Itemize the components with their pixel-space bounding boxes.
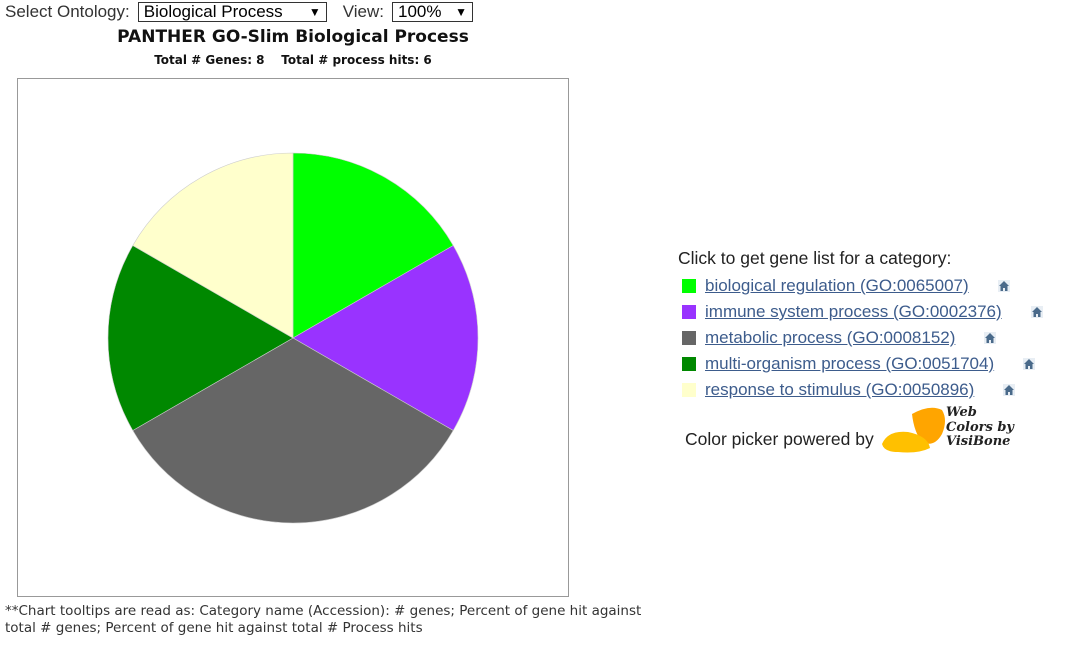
home-icon[interactable] bbox=[1023, 358, 1036, 370]
legend-item: metabolic process (GO:0008152) bbox=[678, 325, 1068, 351]
ontology-label: Select Ontology: bbox=[5, 2, 130, 21]
chart-footnote: **Chart tooltips are read as: Category n… bbox=[5, 603, 642, 636]
home-icon[interactable] bbox=[1030, 306, 1043, 318]
home-icon[interactable] bbox=[997, 280, 1010, 292]
pie-slice[interactable] bbox=[292, 245, 479, 431]
category-link[interactable]: response to stimulus (GO:0050896) bbox=[705, 380, 975, 399]
ontology-select[interactable]: Biological Process ▼ bbox=[137, 2, 327, 22]
legend-item: multi-organism process (GO:0051704) bbox=[678, 351, 1068, 377]
visibone-logo-line1: Web bbox=[946, 405, 977, 420]
visibone-logo-line3: VisiBone bbox=[946, 434, 1010, 449]
dropdown-arrow-icon: ▼ bbox=[455, 5, 468, 19]
pie-slice[interactable] bbox=[132, 152, 294, 339]
home-icon[interactable] bbox=[984, 332, 997, 344]
chart-subtitle: Total # Genes: 8 Total # process hits: 6 bbox=[154, 53, 432, 67]
legend-swatch bbox=[682, 331, 696, 345]
legend-swatch bbox=[682, 357, 696, 371]
visibone-logo[interactable]: Web Colors by VisiBone bbox=[878, 402, 1018, 454]
legend-item: immune system process (GO:0002376) bbox=[678, 299, 1068, 325]
legend-swatch bbox=[682, 279, 696, 293]
visibone-logo-drop-large bbox=[911, 407, 945, 444]
category-link[interactable]: metabolic process (GO:0008152) bbox=[705, 328, 956, 347]
toolbar: Select Ontology: Biological Process ▼ Vi… bbox=[5, 1, 474, 23]
home-icon[interactable] bbox=[1003, 384, 1016, 396]
view-select-value: 100% bbox=[398, 2, 442, 21]
visibone-logo-line2: Colors by bbox=[946, 420, 1015, 435]
pie-chart bbox=[107, 152, 479, 524]
legend-item: biological regulation (GO:0065007) bbox=[678, 273, 1068, 299]
legend-item: response to stimulus (GO:0050896) bbox=[678, 377, 1068, 403]
view-select[interactable]: 100% ▼ bbox=[392, 2, 474, 22]
color-picker-credit: Color picker powered by Web Colors by Vi… bbox=[685, 402, 1018, 454]
legend-swatch bbox=[682, 383, 696, 397]
category-link[interactable]: biological regulation (GO:0065007) bbox=[705, 276, 969, 295]
view-label: View: bbox=[342, 2, 385, 21]
category-legend: Click to get gene list for a category: b… bbox=[678, 248, 1068, 403]
category-link[interactable]: multi-organism process (GO:0051704) bbox=[705, 354, 995, 373]
ontology-select-value: Biological Process bbox=[143, 2, 283, 21]
category-link[interactable]: immune system process (GO:0002376) bbox=[705, 302, 1002, 321]
pie-slice[interactable] bbox=[292, 152, 454, 339]
pie-slice[interactable] bbox=[107, 245, 294, 431]
color-picker-text: Color picker powered by bbox=[685, 428, 874, 449]
visibone-logo-drop-small bbox=[881, 431, 930, 453]
chart-frame bbox=[17, 78, 569, 597]
dropdown-arrow-icon: ▼ bbox=[308, 5, 321, 19]
legend-swatch bbox=[682, 305, 696, 319]
legend-heading: Click to get gene list for a category: bbox=[678, 248, 952, 268]
chart-title: PANTHER GO-Slim Biological Process bbox=[117, 27, 469, 47]
pie-slice[interactable] bbox=[132, 337, 454, 524]
